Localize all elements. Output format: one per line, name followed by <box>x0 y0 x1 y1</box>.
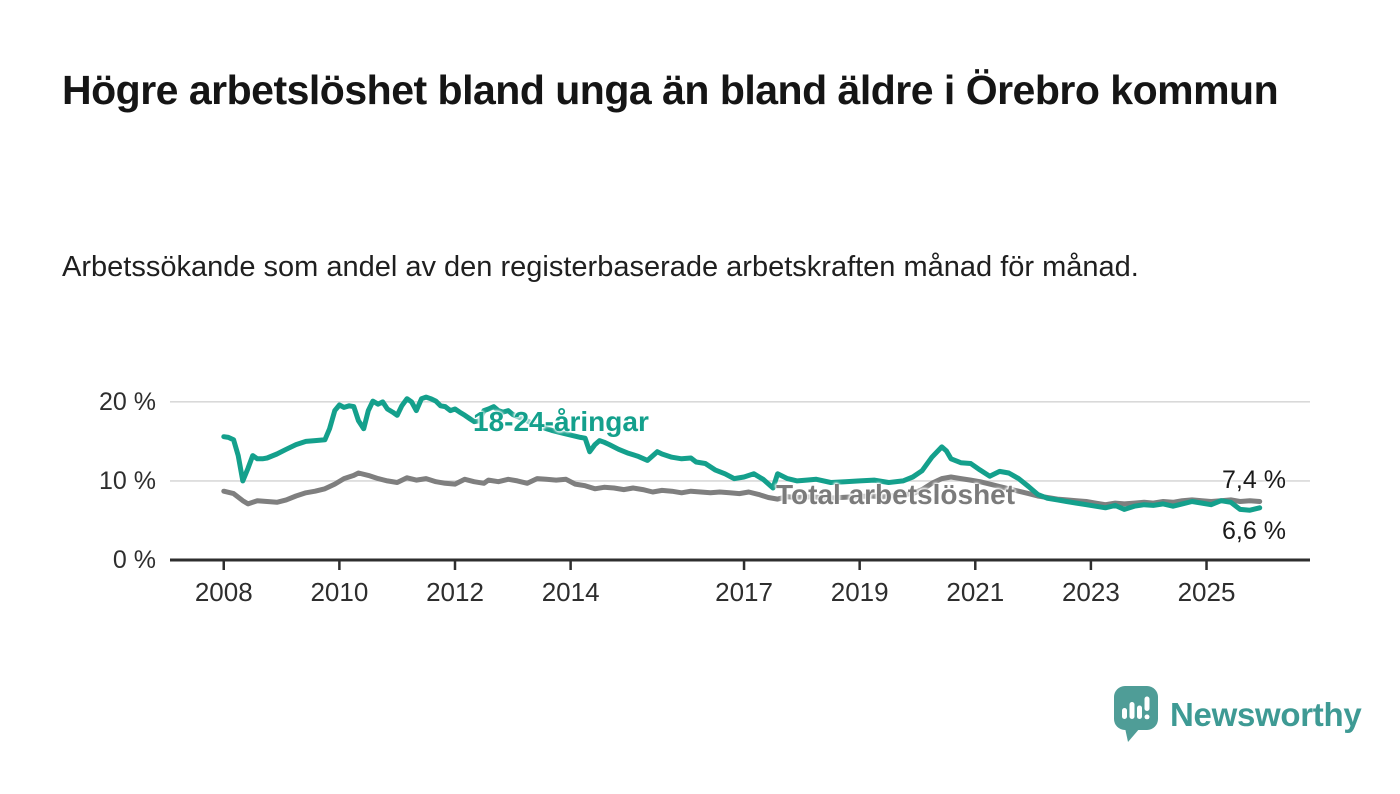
newsworthy-logo-icon <box>1114 686 1158 742</box>
series-label-18-24: 18-24-åringar <box>473 406 649 437</box>
end-value-18-24: 6,6 % <box>1222 517 1286 545</box>
x-tick-label-2017: 2017 <box>715 577 773 607</box>
series-line-18-24 <box>221 394 1263 513</box>
x-tick-label-2019: 2019 <box>831 577 889 607</box>
x-tick-label-2021: 2021 <box>946 577 1004 607</box>
y-tick-label-0: 0 % <box>113 546 156 574</box>
newsworthy-logo-text: Newsworthy <box>1170 695 1362 733</box>
newsworthy-logo: Newsworthy <box>1113 686 1362 743</box>
series-label-total: Total arbetslöshet <box>776 479 1016 510</box>
page-title: Högre arbetslöshet bland unga än bland ä… <box>62 67 1279 113</box>
x-tick-label-2010: 2010 <box>310 577 368 607</box>
series-line-total <box>221 470 1263 508</box>
y-tick-label-20: 20 % <box>99 388 156 416</box>
end-value-total: 7,4 % <box>1222 466 1286 494</box>
x-tick-label-2012: 2012 <box>426 577 484 607</box>
x-tick-label-2014: 2014 <box>542 577 600 607</box>
chart-subtitle: Arbetssökande som andel av den registerb… <box>62 251 1139 283</box>
y-tick-label-10: 10 % <box>99 467 156 495</box>
x-tick-label-2025: 2025 <box>1178 577 1236 607</box>
x-tick-label-2008: 2008 <box>195 577 253 607</box>
x-tick-label-2023: 2023 <box>1062 577 1120 607</box>
